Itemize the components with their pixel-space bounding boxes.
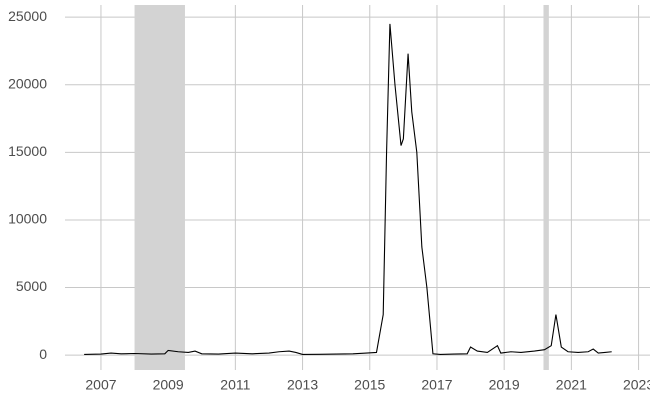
y-tick-label: 5000 xyxy=(16,278,47,294)
x-tick-label: 2011 xyxy=(220,377,250,393)
x-tick-label: 2013 xyxy=(287,377,318,393)
shaded-region xyxy=(134,5,185,370)
x-tick-label: 2007 xyxy=(85,377,116,393)
x-tick-label: 2021 xyxy=(556,377,587,393)
x-tick-label: 2023 xyxy=(623,377,650,393)
y-tick-label: 15000 xyxy=(8,143,47,159)
line xyxy=(84,23,612,356)
x-tick-label: 2017 xyxy=(421,377,452,393)
y-tick-label: 20000 xyxy=(8,75,47,91)
x-tick-label: 2019 xyxy=(489,377,520,393)
x-tick-label: 2015 xyxy=(354,377,385,393)
y-tick-label: 10000 xyxy=(8,211,47,227)
y-tick-label: 0 xyxy=(39,346,47,362)
x-tick-label: 2009 xyxy=(153,377,184,393)
shaded-region xyxy=(543,5,549,370)
y-tick-label: 25000 xyxy=(8,8,47,24)
